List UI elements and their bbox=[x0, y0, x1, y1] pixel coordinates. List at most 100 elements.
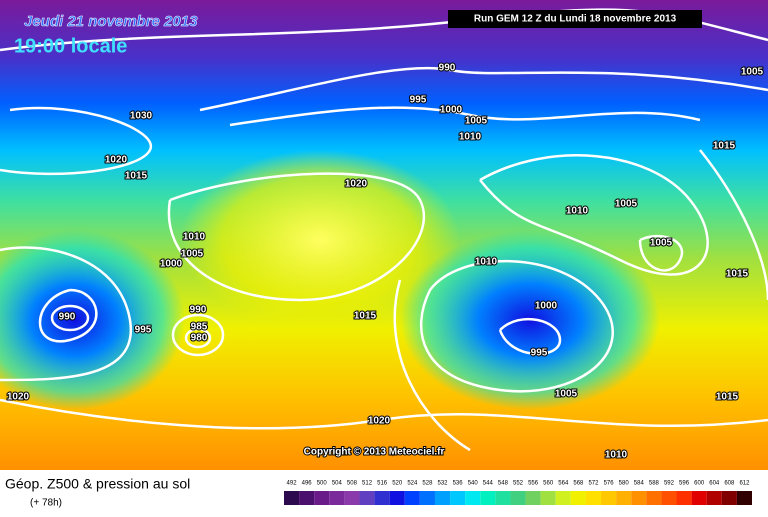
footer-lead: (+ 78h) bbox=[30, 498, 62, 509]
legend-swatch bbox=[299, 491, 315, 505]
run-box bbox=[448, 10, 702, 28]
legend-swatch bbox=[419, 491, 435, 505]
legend-label: 504 bbox=[332, 481, 343, 487]
legend-label: 496 bbox=[302, 481, 313, 487]
map-area: 9859901005995100010051010103010201015102… bbox=[0, 0, 768, 470]
legend-label: 528 bbox=[422, 481, 433, 487]
legend-swatch bbox=[374, 491, 390, 505]
low bbox=[0, 230, 185, 410]
legend-swatch bbox=[314, 491, 330, 505]
legend-swatch bbox=[676, 491, 692, 505]
legend-swatch bbox=[706, 491, 722, 505]
legend-label: 556 bbox=[528, 481, 539, 487]
isobar-label: 1010 bbox=[566, 206, 589, 217]
run: Run GEM 12 Z du Lundi 18 novembre 2013 bbox=[474, 14, 677, 25]
legend-swatch bbox=[510, 491, 526, 505]
isobar-labels: 9859901005995100010051010103010201015102… bbox=[6, 16, 765, 462]
legend-swatch bbox=[661, 491, 677, 505]
legend-label: 576 bbox=[604, 481, 615, 487]
isobar-label: 1015 bbox=[125, 171, 148, 182]
legend-swatch bbox=[434, 491, 451, 505]
isobar-label: 990 bbox=[439, 63, 456, 74]
isobar-label: 1000 bbox=[160, 259, 183, 270]
isobar-label: 985 bbox=[191, 322, 208, 333]
legend-label: 572 bbox=[588, 481, 599, 487]
isobar-label: 1000 bbox=[440, 105, 463, 116]
isobar-label: 990 bbox=[190, 305, 207, 316]
legend-swatch bbox=[329, 491, 345, 505]
legend-swatch bbox=[465, 491, 481, 505]
legend-label: 580 bbox=[619, 481, 630, 487]
legend-swatch bbox=[404, 491, 420, 505]
isobar-label: 980 bbox=[191, 333, 208, 344]
isobar-label: 1020 bbox=[105, 155, 128, 166]
legend-label: 608 bbox=[724, 481, 735, 487]
isobar-label: 1005 bbox=[741, 67, 764, 78]
legend-label: 520 bbox=[392, 481, 403, 487]
legend-label: 564 bbox=[558, 481, 569, 487]
copyright: Copyright © 2013 Meteociel.fr bbox=[304, 447, 445, 458]
legend-label: 568 bbox=[573, 481, 584, 487]
time: 19:00 locale bbox=[14, 35, 127, 57]
legend-label: 508 bbox=[347, 481, 358, 487]
isobar-label: 1020 bbox=[345, 179, 368, 190]
isobar-label: 1030 bbox=[130, 111, 153, 122]
legend-swatch bbox=[585, 491, 602, 505]
isobar-label: 1010 bbox=[459, 132, 482, 143]
legend-label: 548 bbox=[498, 481, 509, 487]
legend-label: 560 bbox=[543, 481, 554, 487]
isobar-label: 1020 bbox=[7, 392, 30, 403]
legend-swatch bbox=[736, 491, 752, 505]
isobar-label: 1005 bbox=[555, 389, 578, 400]
legend-label: 516 bbox=[377, 481, 388, 487]
legend-label: 584 bbox=[634, 481, 645, 487]
footer-title: Géop. Z500 & pression au sol bbox=[5, 476, 190, 492]
isobar-label: 1015 bbox=[354, 311, 377, 322]
legend-label: 524 bbox=[407, 481, 418, 487]
legend-label: 612 bbox=[739, 481, 750, 487]
legend-label: 596 bbox=[679, 481, 690, 487]
isobar-label: 1005 bbox=[615, 199, 638, 210]
isobar-label: 1005 bbox=[181, 249, 204, 260]
legend-swatch bbox=[344, 491, 360, 505]
date: Jeudi 21 novembre 2013 bbox=[24, 13, 198, 30]
isobar-label: 995 bbox=[410, 95, 427, 106]
legend-swatch bbox=[555, 491, 571, 505]
isobar-label: 1020 bbox=[368, 416, 391, 427]
legend-swatch bbox=[721, 491, 737, 505]
legend-label: 600 bbox=[694, 481, 705, 487]
legend-swatch bbox=[284, 491, 300, 505]
legend-label: 492 bbox=[287, 481, 298, 487]
isobar-label: 990 bbox=[59, 312, 76, 323]
legend-label: 552 bbox=[513, 481, 524, 487]
legend-swatch bbox=[616, 491, 632, 505]
isobar-label: 1010 bbox=[183, 232, 206, 243]
legend-swatch bbox=[646, 491, 662, 505]
legend-label: 544 bbox=[483, 481, 494, 487]
isobar-label: 1005 bbox=[465, 116, 488, 127]
legend-label: 532 bbox=[438, 481, 449, 487]
legend-swatch bbox=[691, 491, 707, 505]
isobar-label: 1015 bbox=[726, 269, 749, 280]
legend: 492 496 500 504 508 512 516 520 524 528 532 536 540 5… bbox=[284, 481, 752, 505]
isobar-label: 1015 bbox=[713, 141, 736, 152]
isobar-label: 1010 bbox=[475, 257, 498, 268]
isobar-label: 995 bbox=[531, 348, 548, 359]
legend-label: 604 bbox=[709, 481, 720, 487]
isobars bbox=[0, 8, 768, 452]
isobar-label: 1010 bbox=[605, 450, 628, 461]
legend-label: 500 bbox=[317, 481, 328, 487]
legend-swatch bbox=[359, 491, 375, 505]
legend-swatch bbox=[480, 491, 496, 505]
legend-swatch bbox=[389, 491, 405, 505]
legend-swatch bbox=[495, 491, 511, 505]
legend-swatch bbox=[601, 491, 617, 505]
legend-swatch bbox=[450, 491, 466, 505]
legend-label: 588 bbox=[649, 481, 660, 487]
isobar-label: 1000 bbox=[535, 301, 558, 312]
legend-swatch bbox=[525, 491, 541, 505]
legend-swatch bbox=[570, 491, 586, 505]
isobar-label: 1015 bbox=[716, 392, 739, 403]
ridge bbox=[180, 150, 460, 330]
